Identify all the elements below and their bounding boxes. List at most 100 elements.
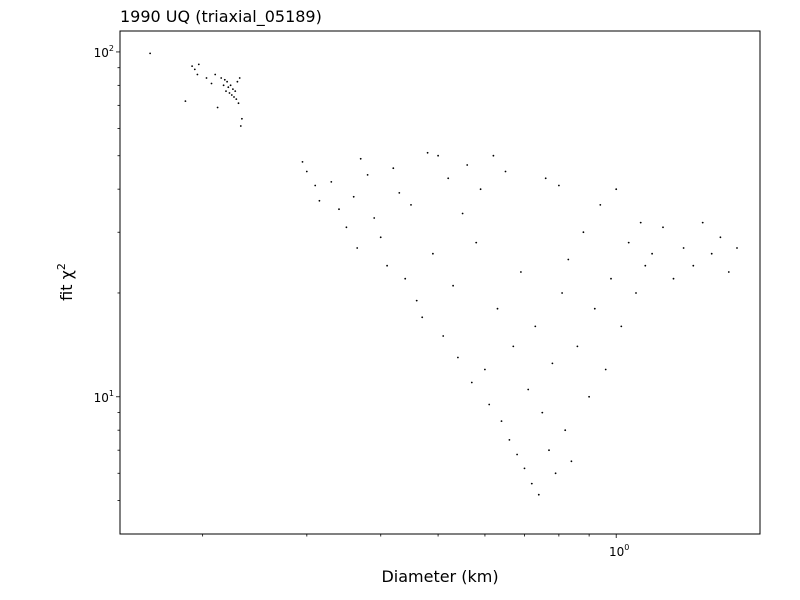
data-point [241,117,243,120]
data-point [196,73,199,76]
data-point [437,154,439,157]
data-point [352,195,355,198]
data-point [149,52,152,55]
y-axis-label: fit χ2 [55,263,76,301]
data-point [222,84,225,87]
data-point [504,170,507,173]
data-point [736,247,738,249]
data-point [442,335,445,337]
data-point [523,467,526,470]
data-point [235,98,238,100]
data-point [475,241,478,244]
data-point [373,217,376,219]
data-point [432,252,434,255]
data-point [220,77,223,79]
data-point [210,82,213,85]
data-point [226,80,229,83]
data-point [620,325,623,328]
data-point [541,411,544,414]
data-point [227,86,230,89]
data-point [301,161,304,163]
chart-title: 1990 UQ (triaxial_05189) [120,7,322,27]
data-point [710,252,713,255]
data-point [692,264,695,267]
data-point [216,106,219,109]
data-point [548,449,550,452]
data-point [727,271,730,273]
data-point [530,482,533,485]
data-point [234,90,237,92]
data-point [527,388,530,391]
data-point [496,307,499,310]
data-point [237,102,240,105]
data-point [534,325,537,328]
data-point [682,247,685,249]
data-point [593,307,596,310]
data-point [392,167,395,170]
data-point [512,345,515,348]
data-point [184,100,187,102]
data-point [193,68,196,71]
data-point [366,174,369,176]
data-point [484,368,486,371]
data-point [508,439,511,441]
data-point [588,395,590,398]
x-tick-label: 100 [609,543,629,559]
data-point [421,316,424,319]
data-point [570,460,573,463]
x-axis-label: Diameter (km) [381,567,498,586]
y-tick-label: 101 [94,389,114,405]
data-point [561,292,563,294]
data-point [520,271,522,273]
data-point [398,192,401,194]
data-point [576,345,579,348]
data-point [662,226,664,229]
data-point [610,277,612,280]
axis-ticks: 100 101 102 [94,44,630,559]
data-point [197,63,200,66]
data-point [330,181,333,183]
data-point [719,236,722,239]
data-point [466,164,469,166]
data-point [426,151,429,154]
data-point [191,65,194,67]
data-point [461,212,464,215]
data-point [516,453,518,456]
data-point [470,381,473,384]
data-point [639,221,642,224]
data-point [604,368,607,371]
data-point [345,226,348,229]
data-point [554,472,557,475]
data-points [149,52,738,496]
data-point [635,292,637,294]
data-point [379,236,382,239]
data-point [537,493,540,496]
data-point [232,88,234,90]
data-point [225,90,227,92]
data-point [558,184,560,187]
data-point [452,284,454,287]
data-point [356,247,359,249]
data-point [238,77,241,79]
data-point [386,264,388,267]
data-point [651,252,653,255]
data-point [544,177,547,180]
data-point [701,221,704,224]
data-point [567,258,570,261]
data-point [492,154,495,157]
data-point [338,208,340,211]
data-point [564,429,567,432]
data-point [359,157,362,160]
data-point [305,170,308,173]
data-point [500,420,503,422]
data-point [404,277,407,280]
data-point [447,177,450,180]
data-point [551,362,554,365]
data-point [228,92,231,94]
data-point [644,264,647,267]
data-point [415,299,418,302]
data-point [239,125,242,127]
data-point [314,184,317,187]
data-point [230,94,233,96]
